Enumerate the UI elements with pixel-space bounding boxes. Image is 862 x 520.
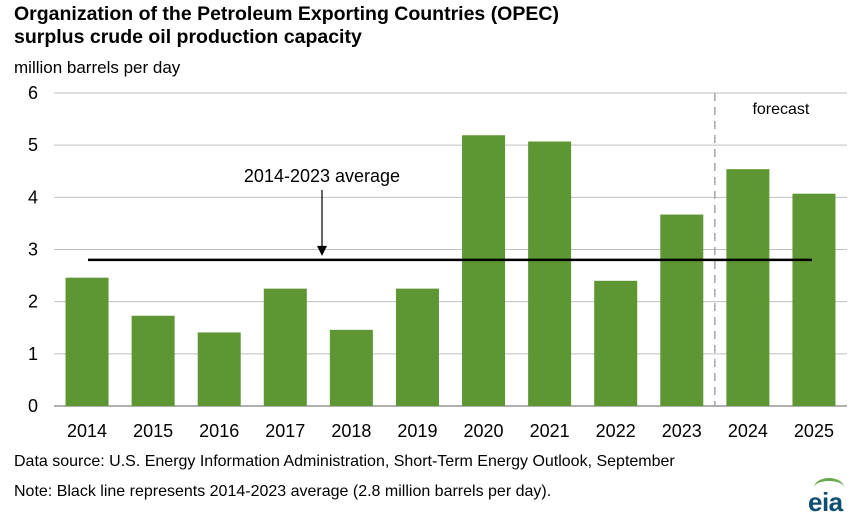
x-tick-label: 2016 (199, 421, 239, 441)
bars (65, 135, 836, 406)
bar-2025 (792, 193, 836, 406)
x-tick-label: 2019 (397, 421, 437, 441)
bar-2023 (660, 214, 704, 406)
chart-title-line2: surplus crude oil production capacity (14, 26, 362, 48)
x-tick-label: 2018 (331, 421, 371, 441)
x-tick-label: 2015 (133, 421, 173, 441)
bar-2021 (528, 141, 572, 406)
y-axis-units: million barrels per day (14, 58, 181, 77)
y-tick-label: 5 (28, 135, 38, 155)
y-tick-label: 3 (28, 240, 38, 260)
bar-2024 (726, 169, 770, 406)
x-tick-label: 2020 (464, 421, 504, 441)
bar-chart: 0 1 2 3 4 5 6 2014 2015 2016 2017 2018 2019 2020 2021… (28, 83, 847, 441)
bar-2014 (65, 277, 109, 406)
x-tick-labels: 2014 2015 2016 2017 2018 2019 2020 2021 2022 2023… (67, 421, 834, 441)
bar-2020 (462, 135, 506, 406)
y-tick-label: 6 (28, 83, 38, 103)
eia-logo: eia (808, 487, 843, 517)
x-tick-label: 2024 (728, 421, 768, 441)
x-tick-label: 2025 (794, 421, 834, 441)
eia-logo-arc (814, 478, 844, 497)
x-tick-label: 2021 (530, 421, 570, 441)
average-label: 2014-2023 average (244, 166, 400, 186)
bar-2016 (197, 332, 241, 406)
bar-2017 (263, 288, 307, 406)
bar-2018 (329, 329, 373, 406)
chart-title-line1: Organization of the Petroleum Exporting … (14, 3, 559, 25)
data-source-note: Data source: U.S. Energy Information Adm… (14, 453, 675, 470)
average-arrowhead (317, 245, 327, 256)
x-tick-label: 2023 (662, 421, 702, 441)
x-tick-label: 2014 (67, 421, 107, 441)
y-tick-labels: 0 1 2 3 4 5 6 (28, 83, 38, 416)
average-note: Note: Black line represents 2014-2023 av… (14, 483, 552, 500)
x-tick-label: 2022 (596, 421, 636, 441)
y-tick-label: 4 (28, 187, 38, 207)
bar-2015 (131, 315, 175, 406)
y-tick-label: 1 (28, 344, 38, 364)
chart-title: Organization of the Petroleum Exporting … (14, 3, 559, 49)
y-tick-label: 0 (28, 396, 38, 416)
forecast-label: forecast (752, 101, 809, 118)
bar-2019 (395, 288, 439, 406)
x-tick-label: 2017 (265, 421, 305, 441)
y-tick-label: 2 (28, 292, 38, 312)
bar-2022 (594, 280, 638, 406)
